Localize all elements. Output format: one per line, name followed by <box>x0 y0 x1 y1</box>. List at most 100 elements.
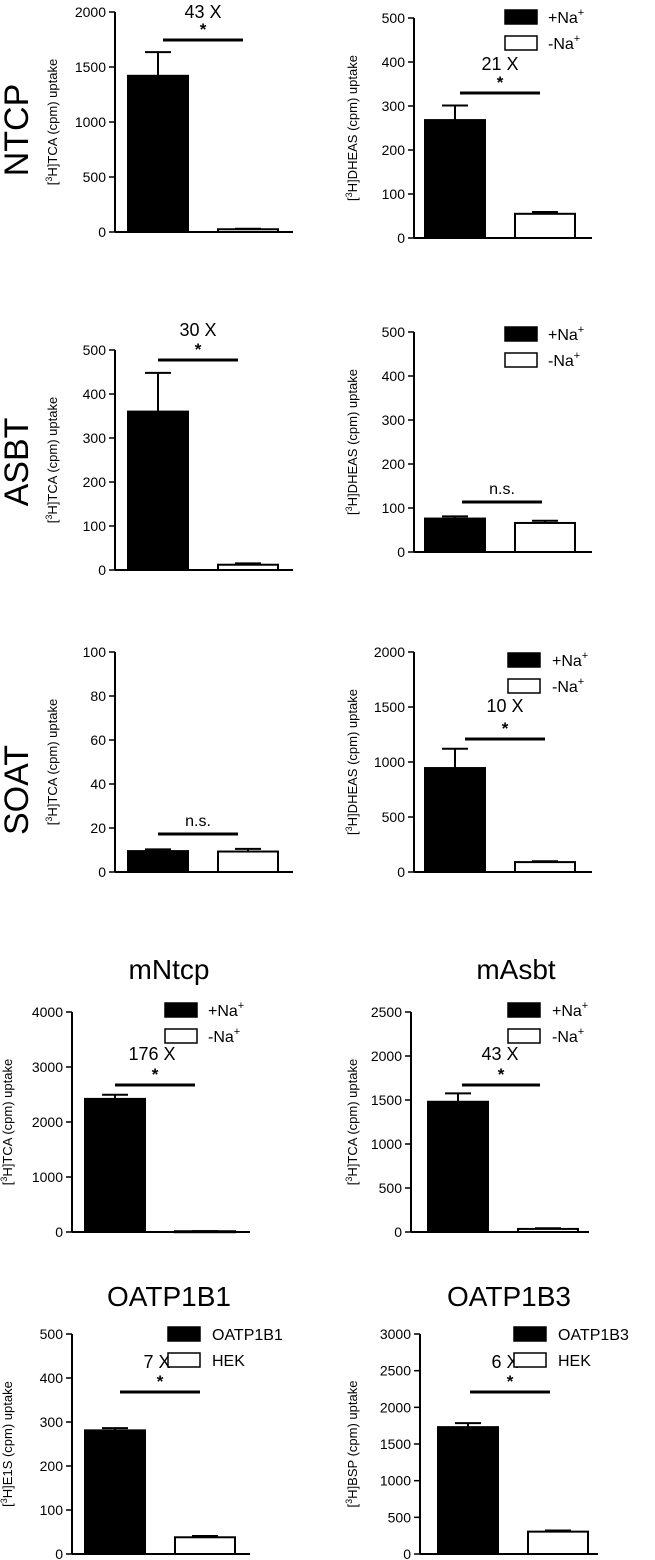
bar-filled <box>424 767 486 873</box>
y-axis-label-sup: 3 <box>344 826 354 831</box>
fold-change-label: 10 X <box>486 696 523 716</box>
legend-label: -Na+ <box>552 1026 584 1046</box>
legend-label: +Na+ <box>552 1000 588 1020</box>
legend-label-text: +Na <box>208 1003 238 1020</box>
y-axis-label-main: H]TCA (cpm) uptake <box>45 59 60 177</box>
y-axis-label: [3H]TCA (cpm) uptake <box>44 397 60 523</box>
y-axis-label-main: H]DHEAS (cpm) uptake <box>345 369 360 506</box>
y-tick-label: 500 <box>40 1326 64 1342</box>
legend-swatch <box>504 35 538 51</box>
y-tick-label: 0 <box>55 1224 63 1240</box>
bar-open <box>514 212 576 240</box>
y-axis-label-bracket: [ <box>345 831 360 835</box>
legend-label-text: HEK <box>558 1353 591 1370</box>
legend-swatch <box>513 1326 547 1342</box>
y-axis-label-bracket: [ <box>345 1503 360 1507</box>
legend-label: HEK <box>558 1353 591 1370</box>
legend-swatch <box>164 1028 198 1044</box>
y-axis-label-sup: 3 <box>344 506 354 511</box>
significance-marker: * <box>507 1372 514 1391</box>
legend-label-sup: + <box>238 1000 244 1012</box>
legend-label: OATP1B3 <box>558 1327 629 1344</box>
y-tick-label: 1500 <box>75 59 106 75</box>
legend-swatch <box>507 1002 541 1018</box>
legend-label-sup: + <box>234 1026 240 1038</box>
fold-change-label: 30 X <box>179 320 216 340</box>
y-tick-label: 40 <box>90 776 106 792</box>
chart-panel-asbt-tca: 0 100 200 300 400 500 [3H]TCA (cpm) uptake *30 … <box>44 320 293 578</box>
y-axis-label-bracket: [ <box>0 1181 15 1185</box>
y-tick-label: 60 <box>90 732 106 748</box>
y-tick-label: 500 <box>382 10 406 26</box>
y-tick-label: 0 <box>98 562 106 578</box>
significance-marker: * <box>157 1372 164 1391</box>
fold-change-label: 7 X <box>143 1352 170 1372</box>
y-tick-label: 1000 <box>371 1136 402 1152</box>
y-tick-label: 0 <box>394 1224 402 1240</box>
bar-filled <box>424 119 486 239</box>
legend-label: -Na+ <box>208 1026 240 1046</box>
legend-swatch <box>504 352 538 368</box>
chart-panel-soat-tca: 0 20 40 60 80 100 [3H]TCA (cpm) uptake n.s. <box>44 644 293 880</box>
y-axis-label: [3H]TCA (cpm) uptake <box>44 699 60 825</box>
y-tick-label: 500 <box>83 342 107 358</box>
y-axis-label-sup: 3 <box>0 1177 9 1182</box>
y-tick-label: 1500 <box>374 699 405 715</box>
row-label-ntcp: NTCP <box>0 84 36 177</box>
legend-swatch <box>513 1352 547 1368</box>
y-tick-label: 100 <box>83 644 107 660</box>
y-axis-label-bracket: [ <box>345 197 360 201</box>
legend-label: -Na+ <box>548 33 580 53</box>
chart-panel-ntcp-dheas: 0 100 200 300 400 500 [3H]DHEAS (cpm) uptake *2… <box>344 7 592 246</box>
legend-label-sup: + <box>578 676 584 688</box>
y-tick-label: 20 <box>90 820 106 836</box>
significance-marker: n.s. <box>489 481 515 498</box>
y-axis-label: [3H]DHEAS (cpm) uptake <box>344 689 360 835</box>
legend-label: -Na+ <box>552 676 584 696</box>
significance-marker: * <box>497 73 504 92</box>
y-tick-label: 100 <box>40 1502 64 1518</box>
bar-open <box>527 1530 589 1555</box>
legend-label-sup: + <box>578 1026 584 1038</box>
y-tick-label: 2000 <box>75 4 106 20</box>
y-tick-label: 1000 <box>374 754 405 770</box>
y-axis-label-bracket: [ <box>45 181 60 185</box>
panel-title: mNtcp <box>129 954 210 985</box>
bar-open <box>514 861 576 873</box>
legend-swatch <box>164 1002 198 1018</box>
y-tick-label: 500 <box>388 1509 412 1525</box>
y-tick-label: 2000 <box>371 1048 402 1064</box>
y-axis-label: [3H]TCA (cpm) uptake <box>44 59 60 185</box>
y-tick-label: 0 <box>397 544 405 560</box>
y-axis-label-bracket: [ <box>345 1181 360 1185</box>
legend-label-text: -Na <box>208 1029 234 1046</box>
y-tick-label: 2000 <box>380 1399 411 1415</box>
y-tick-label: 400 <box>382 368 406 384</box>
fold-change-label: 176 X <box>128 1044 175 1064</box>
legend-label-sup: + <box>578 7 584 19</box>
bar-open <box>217 228 279 233</box>
legend-label-text: HEK <box>212 1353 245 1370</box>
legend-label: OATP1B1 <box>212 1327 283 1344</box>
fold-change-label: 21 X <box>481 54 518 74</box>
legend-label-text: -Na <box>552 679 578 696</box>
y-axis-label-main: H]TCA (cpm) uptake <box>0 1059 15 1177</box>
y-tick-label: 300 <box>40 1414 64 1430</box>
legend-swatch <box>504 326 538 342</box>
legend-label-text: OATP1B3 <box>558 1327 629 1344</box>
y-tick-label: 1000 <box>380 1473 411 1489</box>
significance-marker: * <box>195 340 202 359</box>
significance-marker: * <box>200 20 207 39</box>
bar-filled <box>437 1426 499 1555</box>
y-axis-label-main: H]DHEAS (cpm) uptake <box>345 689 360 826</box>
y-tick-label: 1500 <box>380 1436 411 1452</box>
y-axis-label: [3H]DHEAS (cpm) uptake <box>344 55 360 201</box>
y-tick-label: 100 <box>83 518 107 534</box>
legend-label-text: +Na <box>548 10 578 27</box>
chart-panel-oatp1b3-bsp: 0 500 1000 1500 2000 2500 3000 [3H]BSP (cpm) up… <box>344 1281 629 1560</box>
legend-label-text: -Na <box>552 1029 578 1046</box>
legend-label-sup: + <box>574 33 580 45</box>
y-tick-label: 0 <box>397 864 405 880</box>
y-tick-label: 2000 <box>374 644 405 660</box>
fold-change-label: 43 X <box>184 2 221 22</box>
